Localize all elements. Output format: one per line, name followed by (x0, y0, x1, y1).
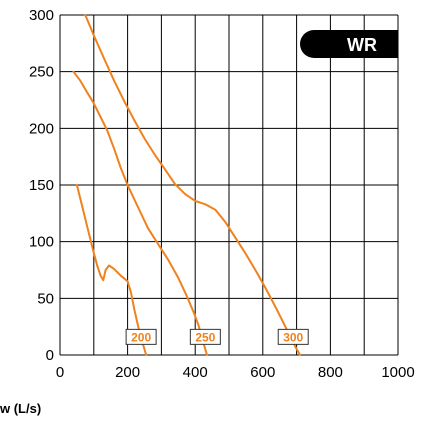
curve-250 (72, 70, 208, 356)
y-tick-label: 100 (29, 234, 54, 251)
curve-label: 250 (195, 330, 215, 344)
curve-300 (84, 14, 301, 356)
x-tick-label: 600 (250, 364, 275, 381)
y-tick-label: 50 (37, 290, 54, 307)
curve-label-box (125, 328, 157, 345)
curve-labels: 200 250 300 (125, 328, 309, 345)
y-tick-label: 250 (29, 64, 54, 81)
y-tick-label: 150 (29, 177, 54, 194)
x-tick-label: 1000 (381, 364, 414, 381)
curves (72, 14, 301, 356)
x-tick-label: 400 (183, 364, 208, 381)
y-tick-label: 0 (46, 347, 54, 364)
wr-badge: WR (300, 30, 398, 58)
curve-200 (75, 184, 148, 356)
y-axis-ticks: 0 50 100 150 200 250 300 (29, 7, 54, 364)
x-tick-label: 800 (318, 364, 343, 381)
grid (59, 14, 399, 356)
wr-badge-shape (300, 30, 398, 58)
y-tick-label: 200 (29, 120, 54, 137)
curve-label: 300 (283, 330, 303, 344)
y-tick-label: 300 (29, 7, 54, 24)
curve-label-box (277, 328, 309, 345)
x-axis-ticks: 0 200 400 600 800 1000 (56, 364, 415, 381)
curve-label: 200 (131, 330, 151, 344)
wr-badge-text: WR (347, 35, 377, 55)
x-tick-label: 200 (115, 364, 140, 381)
x-axis-label: w (L/s) (0, 401, 41, 416)
curve-label-box (189, 328, 221, 345)
x-tick-label: 0 (56, 364, 64, 381)
